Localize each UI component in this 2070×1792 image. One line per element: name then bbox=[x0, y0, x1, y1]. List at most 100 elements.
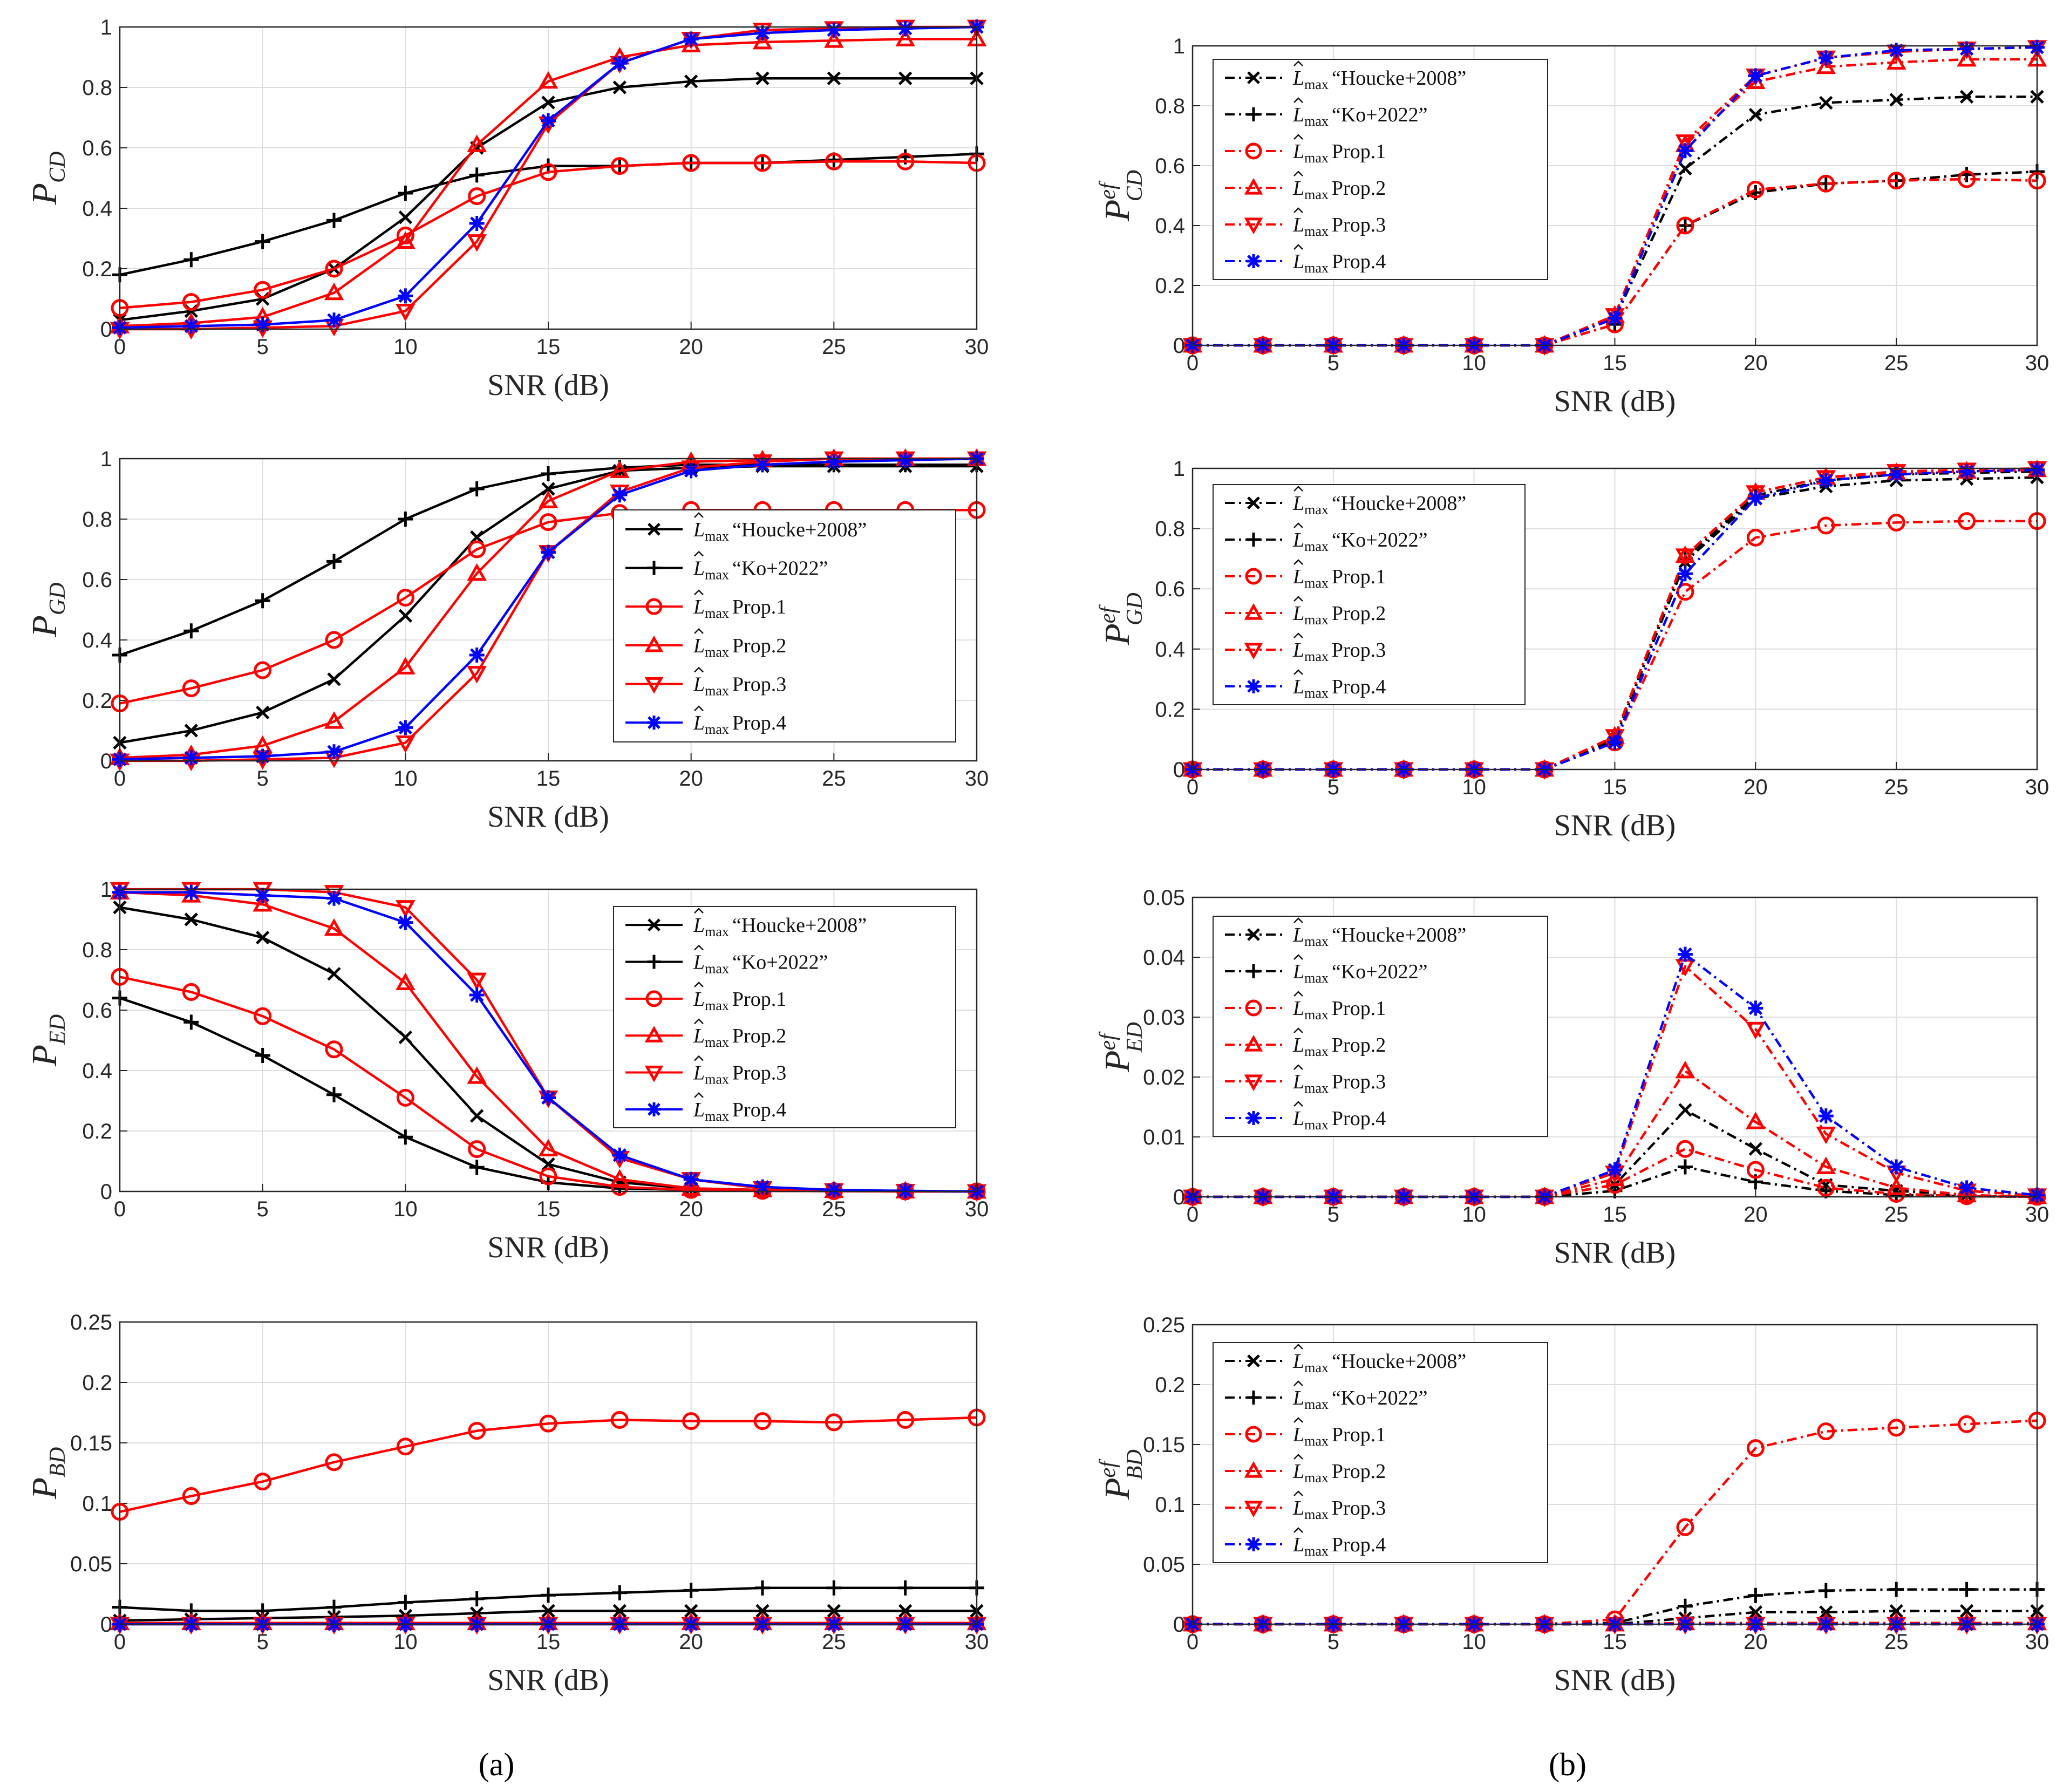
x-axis-label: SNR (dB) bbox=[487, 369, 609, 402]
legend: Lmax “Houcke+2008”Lmax “Ko+2022”Lmax Prop.1… bbox=[613, 509, 956, 742]
data-point bbox=[1958, 512, 1976, 530]
data-point bbox=[398, 288, 413, 304]
data-point bbox=[683, 1583, 699, 1598]
legend-subscript: max bbox=[705, 528, 729, 544]
legend-series-name: Prop.1 bbox=[1332, 565, 1386, 588]
legend-label: Lmax Prop.3 bbox=[1292, 639, 1386, 664]
data-point bbox=[1889, 1582, 1904, 1597]
legend-marker bbox=[1247, 1111, 1261, 1125]
legend-label: Lmax Prop.1 bbox=[1292, 565, 1386, 591]
y-tick-label: 0 bbox=[1173, 758, 1185, 782]
legend-hat bbox=[694, 1092, 704, 1098]
data-point bbox=[398, 186, 413, 201]
data-point bbox=[1748, 1000, 1763, 1016]
data-point bbox=[467, 234, 487, 252]
legend-subscript: max bbox=[1304, 1080, 1329, 1096]
y-tick-label: 0.04 bbox=[1143, 946, 1185, 970]
legend-subscript: max bbox=[705, 683, 729, 699]
y-axis-label-superscript: ef bbox=[1095, 604, 1120, 624]
legend-marker bbox=[1244, 178, 1263, 195]
legend-hat bbox=[694, 705, 704, 712]
x-tick-label: 0 bbox=[114, 335, 126, 359]
data-point bbox=[755, 1580, 770, 1596]
legend-symbol: L bbox=[1292, 676, 1304, 698]
y-tick-label: 0.4 bbox=[82, 629, 112, 652]
legend-label: Lmax “Ko+2022” bbox=[1292, 104, 1428, 129]
legend-hat bbox=[1293, 559, 1303, 565]
legend-label: Lmax “Houcke+2008” bbox=[1292, 67, 1466, 92]
data-point bbox=[183, 252, 199, 268]
data-point bbox=[1675, 548, 1696, 566]
data-point bbox=[1746, 1021, 1766, 1040]
data-point bbox=[684, 74, 698, 88]
data-point bbox=[1746, 1112, 1766, 1129]
legend-symbol: L bbox=[1292, 1460, 1304, 1483]
legend-series-name: Prop.4 bbox=[1332, 676, 1386, 698]
data-point bbox=[826, 22, 842, 38]
data-point bbox=[539, 1414, 557, 1433]
legend-series-name: “Ko+2022” bbox=[732, 557, 828, 580]
y-axis-label-subscript: CD bbox=[1122, 170, 1147, 201]
legend-label: Lmax Prop.1 bbox=[693, 988, 786, 1013]
data-point bbox=[183, 318, 199, 334]
legend-item: Lmax “Houcke+2008” bbox=[1225, 486, 1466, 517]
legend-hat bbox=[694, 666, 704, 673]
legend-label: Lmax Prop.4 bbox=[1292, 676, 1386, 701]
legend-subscript: max bbox=[705, 1034, 729, 1050]
data-point bbox=[182, 679, 200, 698]
legend-series-name: Prop.3 bbox=[732, 673, 786, 696]
legend-hat bbox=[694, 1018, 704, 1025]
x-tick-label: 5 bbox=[1327, 1630, 1339, 1654]
axes-frame bbox=[1191, 896, 2038, 1198]
data-point bbox=[396, 972, 416, 991]
legend-label: Lmax Prop.4 bbox=[1292, 1534, 1386, 1559]
legend-symbol: L bbox=[1292, 1387, 1304, 1409]
legend-item: Lmax Prop.3 bbox=[1225, 632, 1386, 664]
y-tick-label: 0.8 bbox=[1155, 517, 1185, 541]
x-tick-label: 15 bbox=[536, 1197, 561, 1221]
legend-marker bbox=[644, 1026, 664, 1043]
data-point bbox=[1678, 161, 1692, 176]
legend-label: Lmax Prop.2 bbox=[693, 635, 786, 660]
data-point bbox=[1959, 1604, 1974, 1618]
legend-item: Lmax “Houcke+2008” bbox=[1225, 1344, 1466, 1375]
data-point bbox=[827, 71, 841, 85]
legend-symbol: L bbox=[1292, 1534, 1304, 1556]
x-tick-label: 0 bbox=[1187, 1203, 1199, 1227]
legend-label: Lmax Prop.3 bbox=[1292, 214, 1386, 239]
data-point bbox=[326, 554, 342, 569]
data-point bbox=[396, 589, 414, 607]
data-point bbox=[1607, 1162, 1623, 1178]
data-point bbox=[1958, 170, 1976, 188]
legend-label: Lmax Prop.3 bbox=[1292, 1071, 1386, 1096]
data-point bbox=[324, 918, 344, 936]
legend-hat bbox=[694, 982, 704, 987]
legend-label: Lmax Prop.1 bbox=[1292, 140, 1386, 166]
data-point bbox=[541, 1587, 556, 1603]
data-point bbox=[398, 1129, 413, 1145]
y-tick-label: 0.15 bbox=[1143, 1433, 1185, 1457]
data-point bbox=[1677, 566, 1693, 582]
data-point bbox=[325, 1040, 343, 1059]
legend-item: Lmax Prop.1 bbox=[1225, 1417, 1386, 1449]
y-tick-label: 0 bbox=[100, 749, 112, 773]
x-tick-label: 5 bbox=[1327, 1203, 1339, 1227]
legend-symbol: L bbox=[693, 557, 705, 580]
x-tick-label: 25 bbox=[1884, 351, 1909, 375]
y-tick-label: 1 bbox=[1173, 457, 1185, 481]
axes-frame bbox=[1191, 467, 2038, 771]
y-axis-label: PefGD bbox=[1095, 592, 1147, 645]
chart-a2: 0 5 10 15 20 25 30 0 0.2 0.4 0.6 0.8 1 SNR (dB) PGD Lma… bbox=[25, 447, 989, 834]
data-point bbox=[183, 1014, 199, 1030]
legend-label: Lmax “Ko+2022” bbox=[1292, 960, 1428, 986]
data-point bbox=[398, 720, 413, 735]
data-point bbox=[1748, 1605, 1763, 1619]
legend-hat bbox=[1293, 171, 1303, 176]
data-point bbox=[469, 648, 485, 663]
data-point bbox=[1748, 68, 1763, 84]
data-point bbox=[254, 1473, 272, 1491]
data-point bbox=[1819, 1605, 1833, 1619]
